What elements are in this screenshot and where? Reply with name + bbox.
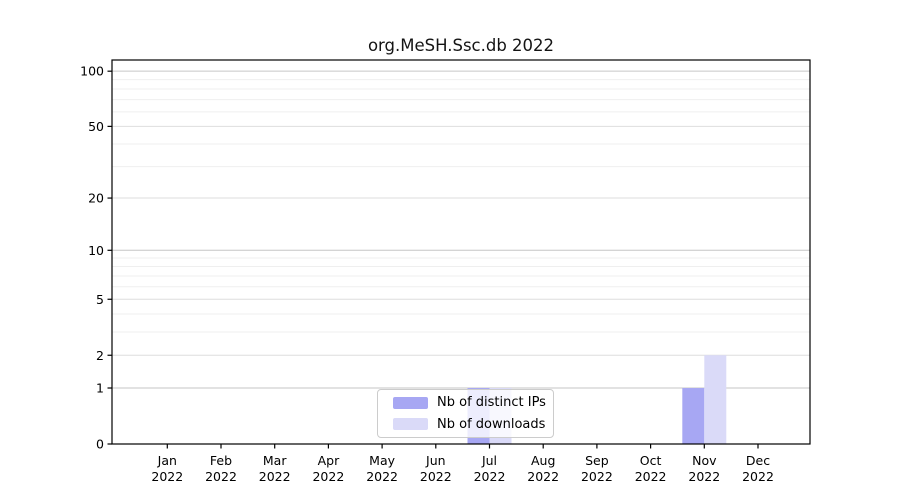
x-tick-label-year: 2022	[635, 469, 667, 484]
chart-title: org.MeSH.Ssc.db 2022	[367, 36, 555, 55]
x-tick-label-month: May	[369, 453, 395, 468]
y-tick-label: 50	[88, 119, 104, 134]
x-tick-label-year: 2022	[688, 469, 720, 484]
x-tick-label-month: Nov	[692, 453, 717, 468]
x-tick-label-year: 2022	[527, 469, 559, 484]
x-tick-label-month: Mar	[263, 453, 287, 468]
x-tick-label-year: 2022	[742, 469, 774, 484]
x-tick-label-month: Jul	[481, 453, 497, 468]
legend-swatch-downloads	[393, 418, 428, 431]
x-tick-label-month: Feb	[210, 453, 232, 468]
x-tick-label-year: 2022	[151, 469, 183, 484]
x-tick-label-year: 2022	[312, 469, 344, 484]
x-tick-label-year: 2022	[366, 469, 398, 484]
x-tick-label-year: 2022	[259, 469, 291, 484]
y-tick-label: 10	[88, 243, 104, 258]
y-tick-label: 0	[96, 437, 104, 452]
y-tick-label: 20	[88, 191, 104, 206]
legend-swatch-distinct-ips	[393, 396, 428, 409]
x-tick-label-year: 2022	[420, 469, 452, 484]
x-tick-label-month: Sep	[585, 453, 609, 468]
legend-label-distinct-ips: Nb of distinct IPs	[437, 395, 546, 411]
y-tick-label: 1	[96, 381, 104, 396]
x-tick-label-year: 2022	[474, 469, 506, 484]
x-tick-label-month: Jun	[425, 453, 446, 468]
legend-item-distinct-ips: Nb of distinct IPs	[393, 394, 553, 411]
legend-item-downloads: Nb of downloads	[393, 416, 553, 433]
legend: Nb of distinct IPs Nb of downloads	[377, 389, 554, 438]
x-tick-label-year: 2022	[581, 469, 613, 484]
y-tick-label: 100	[80, 64, 104, 79]
bar-downloads-nov	[704, 355, 727, 444]
plot-area	[112, 60, 810, 444]
plot-border	[111, 59, 811, 445]
x-tick-label-year: 2022	[205, 469, 237, 484]
x-tick-label-month: Apr	[318, 453, 340, 468]
x-tick-label-month: Dec	[746, 453, 770, 468]
x-tick-label-month: Oct	[640, 453, 662, 468]
x-tick-label-month: Aug	[531, 453, 555, 468]
legend-label-downloads: Nb of downloads	[437, 416, 546, 432]
bar-distinct-ips-nov	[682, 388, 705, 444]
y-tick-label: 5	[96, 292, 104, 307]
y-tick-label: 2	[96, 348, 104, 363]
x-tick-label-month: Jan	[157, 453, 177, 468]
